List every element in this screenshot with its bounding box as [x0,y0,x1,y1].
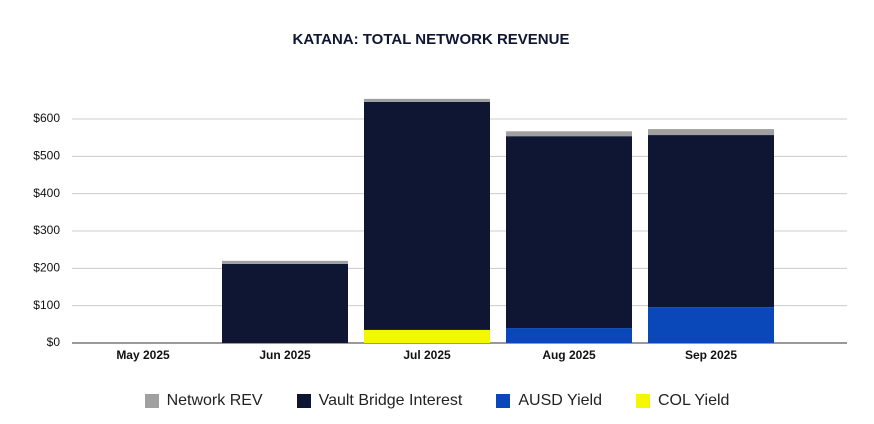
y-tick-label: $200 [33,261,60,275]
bar-segment [222,260,348,264]
chart-title: KATANA: TOTAL NETWORK REVENUE [293,31,570,48]
legend-item: COL Yield [635,392,730,410]
bar-segment [648,129,774,136]
legend-item: AUSD Yield [496,392,602,410]
y-tick-label: $500 [33,149,60,163]
y-tick-label: $400 [33,186,60,200]
bar-segment [364,98,490,102]
legend-item: Vault Bridge Interest [296,392,463,410]
legend-swatch [635,394,650,408]
legend-swatch [496,394,511,408]
x-tick-label: Jul 2025 [403,348,451,362]
y-tick-label: $100 [33,298,60,312]
x-tick-label: Aug 2025 [542,348,596,362]
x-tick-label: Jun 2025 [259,348,311,362]
bar-segment [648,135,774,308]
bar-segment [364,329,490,343]
y-tick-label: $0 [47,335,61,349]
bar-segment [506,136,632,329]
legend-swatch [144,394,159,408]
chart: KATANA: TOTAL NETWORK REVENUE $0 $100 $200… [33,31,847,362]
y-tick-label: $300 [33,223,60,237]
legend-item: Network REV [144,392,263,410]
bar-segment [648,307,774,343]
bar-segment [222,263,348,343]
legend-label: Vault Bridge Interest [318,392,463,409]
legend-swatch [296,394,311,408]
x-tick-label: Sep 2025 [685,348,737,362]
bar-segment [364,101,490,330]
bar-segment [506,328,632,343]
bar-segment [506,131,632,137]
legend-label: Network REV [166,392,263,409]
y-tick-label: $600 [33,111,60,125]
legend-label: AUSD Yield [518,392,602,409]
legend: Network REV Vault Bridge Interest AUSD Yie… [0,392,874,410]
x-tick-label: May 2025 [116,348,170,362]
legend-label: COL Yield [657,392,730,409]
